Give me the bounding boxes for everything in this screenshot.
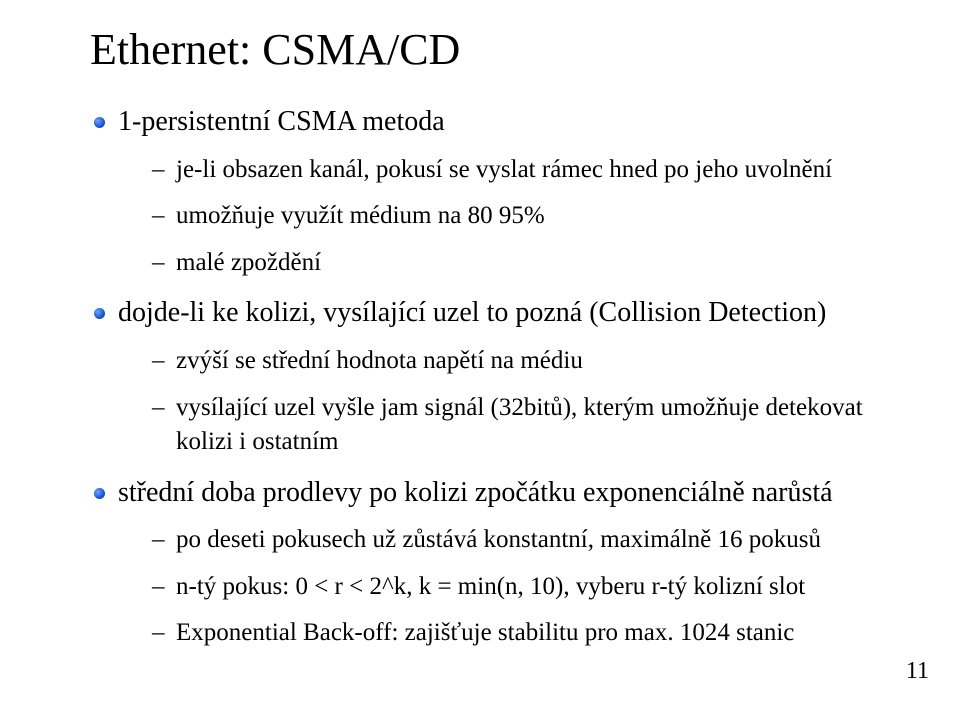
list-item-text: malé zpoždění [176,249,321,276]
sub-list: zvýší se střední hodnota napětí na médiu… [118,344,899,460]
list-item-text: n-tý pokus: 0 < r < 2^k, k = min(n, 10),… [176,573,805,600]
list-item: je-li obsazen kanál, pokusí se vyslat rá… [152,153,899,188]
list-item: 1-persistentní CSMA metoda je-li obsazen… [90,103,899,280]
list-item-text: vysílající uzel vyšle jam signál (32bitů… [176,394,863,456]
list-item-text: dojde-li ke kolizi, vysílající uzel to p… [118,297,826,328]
list-item-text: střední doba prodlevy po kolizi zpočátku… [118,477,833,508]
list-item-text: Exponential Back-off: zajišťuje stabilit… [176,619,794,646]
slide-title: Ethernet: CSMA/CD [90,24,899,75]
list-item: po deseti pokusech už zůstává konstantní… [152,523,899,558]
list-item: malé zpoždění [152,246,899,281]
bullet-list: 1-persistentní CSMA metoda je-li obsazen… [90,103,899,651]
list-item: umožňuje využít médium na 80 95% [152,199,899,234]
sub-list: po deseti pokusech už zůstává konstantní… [118,523,899,651]
slide: Ethernet: CSMA/CD 1-persistentní CSMA me… [0,0,959,703]
list-item: střední doba prodlevy po kolizi zpočátku… [90,474,899,651]
list-item: Exponential Back-off: zajišťuje stabilit… [152,616,899,651]
sub-list: je-li obsazen kanál, pokusí se vyslat rá… [118,153,899,281]
list-item-text: 1-persistentní CSMA metoda [118,106,445,137]
list-item-text: po deseti pokusech už zůstává konstantní… [176,526,821,553]
list-item: n-tý pokus: 0 < r < 2^k, k = min(n, 10),… [152,570,899,605]
list-item: dojde-li ke kolizi, vysílající uzel to p… [90,294,899,459]
page-number: 11 [906,658,929,685]
list-item: vysílající uzel vyšle jam signál (32bitů… [152,391,899,460]
list-item-text: umožňuje využít médium na 80 95% [176,202,545,229]
list-item-text: zvýší se střední hodnota napětí na médiu [176,347,583,374]
list-item-text: je-li obsazen kanál, pokusí se vyslat rá… [176,156,832,183]
list-item: zvýší se střední hodnota napětí na médiu [152,344,899,379]
